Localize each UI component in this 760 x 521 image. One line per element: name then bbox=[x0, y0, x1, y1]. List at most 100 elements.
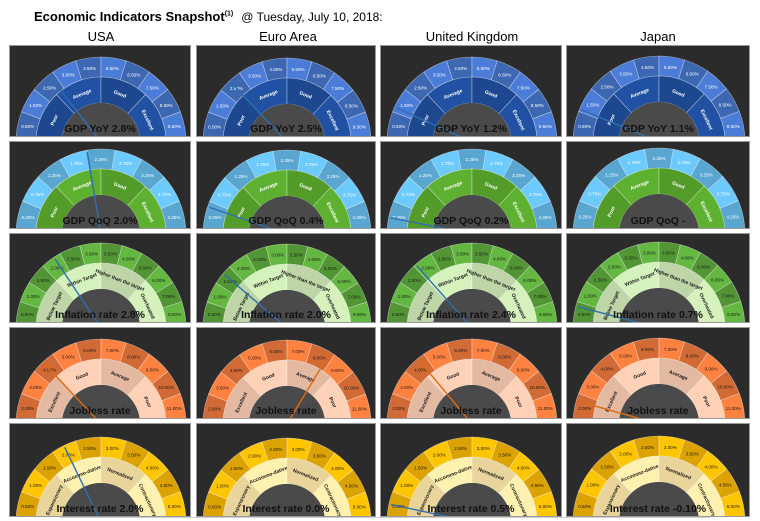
gauge-gdp-yoy-united-kingdom: 0.50% 1.50% 2.50% 3.50% 4.50% 5.50% 6.50% 7.50%… bbox=[380, 45, 562, 137]
gauge-interest-rate-united-kingdom: 0.50%1.00%1.50%2.00%2.50%3.00%3.50%4.00%… bbox=[380, 423, 562, 517]
gauge-svg: 0.50%1.00%1.50%2.00%2.50%3.00%3.50%4.00%… bbox=[386, 436, 558, 516]
range-label: Good bbox=[484, 89, 498, 99]
tick-label: 3.50% bbox=[313, 453, 326, 458]
tick-label: 3.75% bbox=[343, 192, 356, 197]
tick-label: 8.50% bbox=[353, 312, 366, 317]
tick-label: 3.00% bbox=[400, 385, 413, 390]
gauge-needle bbox=[390, 217, 446, 228]
tick-label: 6.00% bbox=[269, 349, 282, 354]
tick-label: 1.75% bbox=[256, 162, 269, 167]
tick-label: 7.00% bbox=[347, 294, 360, 299]
tick-label: 2.00% bbox=[433, 453, 446, 458]
tick-label: 6.00% bbox=[641, 347, 654, 352]
tick-label: 4.50% bbox=[83, 66, 96, 71]
tick-label: 11.00% bbox=[538, 406, 553, 411]
tick-label: 6.50% bbox=[127, 73, 140, 78]
tick-label: 3.50% bbox=[104, 252, 117, 257]
tick-label: 7.50% bbox=[705, 85, 718, 90]
tick-label: 1.25% bbox=[419, 173, 432, 178]
tick-label: 2.50% bbox=[641, 445, 654, 450]
tick-label: 0.25% bbox=[21, 215, 34, 220]
tick-label: 0.50% bbox=[208, 124, 221, 129]
tick-label: 7.50% bbox=[146, 85, 159, 90]
gauge-needle bbox=[54, 258, 98, 322]
tick-label: 5.00% bbox=[697, 265, 710, 270]
tick-label: 3.50% bbox=[662, 251, 675, 256]
tick-label: 3.75% bbox=[717, 191, 730, 196]
tick-label: 5.00% bbox=[139, 265, 152, 270]
gauge-needle bbox=[209, 206, 272, 228]
tick-label: 1.75% bbox=[441, 161, 454, 166]
tick-label: 0.25% bbox=[578, 215, 591, 220]
range-label: Good bbox=[484, 181, 498, 191]
tick-label: 6.00% bbox=[338, 279, 351, 284]
gauge-svg: 2.00%3.00%4.00%5.00%6.00%7.00%8.00%9.00%… bbox=[15, 338, 187, 418]
tick-label: 0.50% bbox=[578, 504, 591, 509]
tick-label: 8.50% bbox=[727, 312, 740, 317]
gauge-inflation-rate-united-kingdom: 0.50% 1.00% 1.50% 2.00% 2.50% 3.00% 3.50% 4.00%… bbox=[380, 233, 562, 323]
tick-label: 1.00% bbox=[584, 294, 597, 299]
tick-label: 10.00% bbox=[158, 385, 174, 390]
tick-label: 8.50% bbox=[168, 312, 181, 317]
range-label: Poor bbox=[607, 113, 617, 126]
country-euro-area: Euro Area bbox=[259, 29, 317, 44]
range-label: Poor bbox=[701, 395, 711, 408]
tick-label: 2.50% bbox=[83, 446, 96, 451]
tick-label: 3.00% bbox=[586, 385, 599, 390]
tick-label: 7.00% bbox=[533, 294, 546, 299]
tick-label: 3.50% bbox=[433, 73, 446, 78]
tick-label: 8.50% bbox=[531, 103, 544, 108]
tick-label: 1.00% bbox=[586, 483, 599, 488]
tick-label: 3.00% bbox=[271, 253, 284, 258]
tick-label: 7.00% bbox=[477, 348, 490, 353]
gauge-svg: 0.50%1.50%2.50%3.50%4.50%5.50%6.50%7.50%… bbox=[202, 57, 372, 136]
tick-label: 5.00% bbox=[510, 265, 523, 270]
tick-label: 4.25% bbox=[726, 215, 739, 220]
tick-label: 5.00% bbox=[324, 266, 337, 271]
tick-label: 3.50% bbox=[619, 72, 632, 77]
snapshot-date: @ Tuesday, July 10, 2018: bbox=[241, 10, 383, 24]
tick-label: 8.50% bbox=[719, 103, 732, 108]
tick-label: 11.00% bbox=[726, 406, 741, 411]
gauge-needle bbox=[390, 503, 448, 516]
range-label: Poor bbox=[607, 205, 617, 218]
gauge-svg: 0.50%1.50%2.50%3.50%4.50%5.50%6.50%7.50%… bbox=[386, 56, 558, 136]
tick-label: 2.00% bbox=[50, 265, 63, 270]
tick-label: 11.00% bbox=[167, 406, 182, 411]
tick-label: 10.00% bbox=[717, 385, 733, 390]
tick-label: 4.50% bbox=[719, 483, 732, 488]
tick-label: 0.50% bbox=[578, 312, 591, 317]
tick-label: 0.25% bbox=[392, 215, 405, 220]
gauge-needle bbox=[43, 363, 97, 418]
tick-label: 2.75% bbox=[119, 161, 132, 166]
tick-label: 3.50% bbox=[62, 73, 75, 78]
gauge-svg: 0.50%1.50%2.50%3.50%4.50%5.50%6.50%7.50%… bbox=[572, 55, 746, 136]
tick-label: 1.75% bbox=[627, 160, 640, 165]
tick-label: 1.00% bbox=[216, 484, 229, 489]
tick-label: 3.75% bbox=[529, 192, 542, 197]
page-title: Economic Indicators Snapshot(1) @ Tuesday… bbox=[34, 9, 383, 24]
tick-label: 1.50% bbox=[600, 465, 613, 470]
tick-label: 7.00% bbox=[106, 348, 119, 353]
range-label: Good bbox=[671, 88, 685, 98]
tick-label: 1.25% bbox=[48, 173, 61, 178]
gauge-svg: 0.50%1.00%1.50%2.00%2.50%3.00%3.50%4.00%… bbox=[572, 241, 746, 322]
tick-label: 6.50% bbox=[686, 72, 699, 77]
tick-label: 3.00% bbox=[29, 385, 42, 390]
tick-label: 2.50% bbox=[438, 256, 451, 261]
tick-label: 3.50% bbox=[686, 452, 699, 457]
tick-label: 0.50% bbox=[21, 504, 34, 509]
tick-label: 1.25% bbox=[235, 174, 248, 179]
gauge-svg: 2.00%3.00%4.00%5.00%6.00%7.00%8.00%9.00%… bbox=[202, 339, 372, 418]
tick-label: 5.00% bbox=[433, 355, 446, 360]
tick-label: 3.00% bbox=[643, 251, 656, 256]
tick-label: 1.50% bbox=[216, 104, 229, 109]
divider bbox=[60, 517, 710, 518]
tick-label: 0.50% bbox=[21, 312, 34, 317]
gauge-svg: 0.50%1.00%1.50%2.00%2.50%3.00%3.50%4.00%… bbox=[572, 435, 746, 516]
range-label: Poor bbox=[142, 396, 152, 409]
tick-label: 4.25% bbox=[353, 215, 366, 220]
tick-label: 3.75% bbox=[158, 192, 171, 197]
gauge-gdp-qoq-japan: 0.25% 0.75% 1.25% 1.75% 2.25% 2.75% 3.25% 3.75%… bbox=[566, 141, 750, 229]
tick-label: 2.50% bbox=[625, 255, 638, 260]
